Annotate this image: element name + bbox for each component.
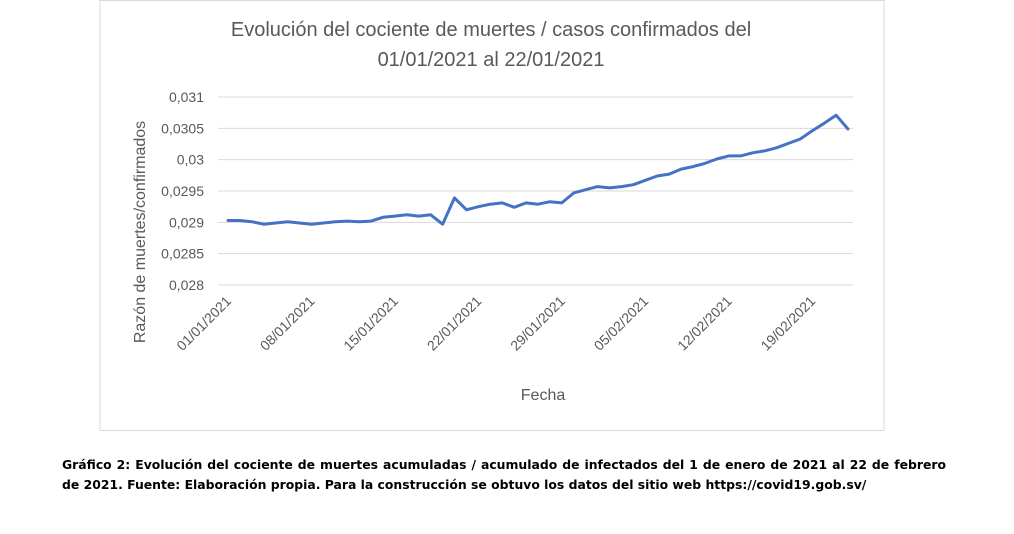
chart-title: 01/01/2021 al 22/01/2021 <box>378 49 605 71</box>
y-tick-label: 0,03 <box>177 152 204 168</box>
y-tick-label: 0,0305 <box>161 120 204 136</box>
data-line <box>226 113 850 226</box>
y-axis-label: Razón de muertes/confirmados <box>132 121 149 343</box>
x-axis-label: Fecha <box>521 387 566 404</box>
y-tick-label: 0,031 <box>169 89 204 105</box>
chart-border <box>99 0 885 431</box>
y-tick-label: 0,028 <box>169 277 204 293</box>
y-tick-label: 0,0295 <box>161 183 204 199</box>
y-tick-label: 0,029 <box>169 214 204 230</box>
y-tick-label: 0,0285 <box>161 246 204 262</box>
chart-title: Evolución del cociente de muertes / caso… <box>231 19 751 41</box>
chart: Evolución del cociente de muertes / caso… <box>99 0 885 431</box>
caption: Gráfico 2: Evolución del cociente de mue… <box>62 457 946 492</box>
